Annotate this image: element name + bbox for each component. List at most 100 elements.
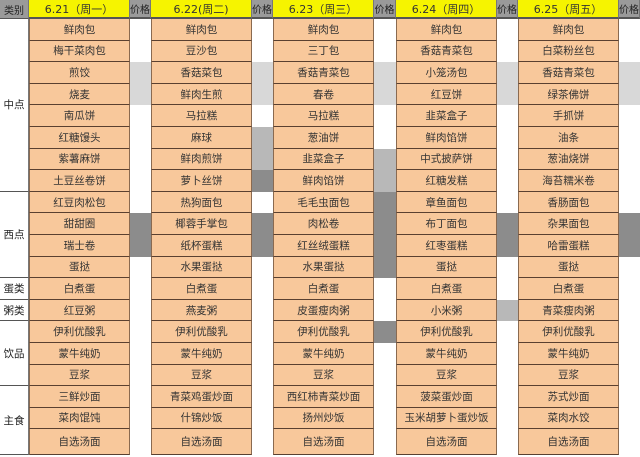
price-cell — [130, 126, 151, 149]
price-cell — [497, 364, 518, 387]
price-cell — [497, 386, 518, 408]
price-cell — [374, 62, 396, 84]
menu-item: 自选汤面 — [518, 429, 619, 456]
price-cell — [130, 386, 151, 408]
price-cell — [130, 40, 151, 63]
menu-item: 西红柿青菜炒面 — [273, 386, 374, 408]
menu-item: 豆浆 — [396, 364, 497, 387]
menu-item: 扬州炒饭 — [273, 407, 374, 430]
menu-item: 椰蓉手掌包 — [151, 213, 252, 235]
menu-item: 烧麦 — [29, 83, 130, 106]
menu-item: 白煮蛋 — [29, 278, 130, 300]
menu-item: 马拉糕 — [151, 105, 252, 127]
menu-item: 鲜肉包 — [396, 19, 497, 41]
day-header: 6.24（周四） — [396, 0, 497, 19]
price-cell — [497, 105, 518, 127]
menu-item: 伊利优酸乳 — [518, 321, 619, 343]
menu-item: 绿茶佛饼 — [518, 83, 619, 106]
menu-item: 蒙牛纯奶 — [518, 342, 619, 365]
price-cell — [252, 234, 273, 257]
price-cell — [497, 321, 518, 343]
price-header: 价格 — [374, 0, 396, 19]
price-cell — [130, 364, 151, 387]
category-label: 粥类 — [0, 299, 29, 322]
category-label: 蛋类 — [0, 278, 29, 300]
price-cell — [619, 256, 640, 279]
category-label: 饮品 — [0, 321, 29, 387]
price-cell — [619, 40, 640, 63]
menu-item: 手抓饼 — [518, 105, 619, 127]
price-cell — [130, 213, 151, 235]
price-cell — [374, 105, 396, 127]
price-cell — [619, 62, 640, 84]
menu-item: 蛋挞 — [518, 256, 619, 279]
menu-item: 哈雷蛋糕 — [518, 234, 619, 257]
menu-item: 甜甜圈 — [29, 213, 130, 235]
menu-item: 红糖发糕 — [396, 170, 497, 192]
menu-item: 鲜肉包 — [518, 19, 619, 41]
menu-item: 青菜瘦肉粥 — [518, 299, 619, 322]
price-cell — [374, 83, 396, 106]
menu-item: 皮蛋瘦肉粥 — [273, 299, 374, 322]
price-cell — [374, 170, 396, 192]
price-cell — [497, 19, 518, 41]
price-cell — [130, 148, 151, 171]
menu-item: 苏式炒面 — [518, 386, 619, 408]
menu-item: 布丁面包 — [396, 213, 497, 235]
menu-item: 蒙牛纯奶 — [396, 342, 497, 365]
price-cell — [130, 278, 151, 300]
menu-item: 韭菜盒子 — [273, 148, 374, 171]
price-cell — [130, 234, 151, 257]
menu-item: 白煮蛋 — [151, 278, 252, 300]
menu-item: 章鱼面包 — [396, 191, 497, 214]
price-cell — [374, 321, 396, 343]
menu-item: 香菇菜包 — [151, 62, 252, 84]
price-cell — [619, 105, 640, 127]
price-cell — [619, 191, 640, 214]
menu-item: 豆浆 — [151, 364, 252, 387]
price-cell — [252, 191, 273, 214]
price-header: 价格 — [619, 0, 640, 19]
price-cell — [252, 321, 273, 343]
price-cell — [497, 40, 518, 63]
price-cell — [619, 83, 640, 106]
price-cell — [374, 19, 396, 41]
price-cell — [497, 342, 518, 365]
price-cell — [252, 407, 273, 430]
price-cell — [619, 299, 640, 322]
price-cell — [619, 386, 640, 408]
menu-item: 燕麦粥 — [151, 299, 252, 322]
price-cell — [497, 170, 518, 192]
price-cell — [374, 126, 396, 149]
price-cell — [130, 105, 151, 127]
menu-item: 中式披萨饼 — [396, 148, 497, 171]
price-cell — [497, 213, 518, 235]
price-cell — [497, 234, 518, 257]
price-cell — [497, 256, 518, 279]
price-header: 价格 — [130, 0, 151, 19]
menu-item: 鲜肉煎饼 — [151, 148, 252, 171]
price-cell — [130, 299, 151, 322]
menu-item: 毛毛虫面包 — [273, 191, 374, 214]
menu-item: 春卷 — [273, 83, 374, 106]
menu-item: 红豆肉松包 — [29, 191, 130, 214]
menu-item: 自选汤面 — [151, 429, 252, 456]
price-cell — [130, 83, 151, 106]
price-cell — [252, 429, 273, 456]
menu-item: 小笼汤包 — [396, 62, 497, 84]
price-cell — [619, 19, 640, 41]
menu-item: 红糖馒头 — [29, 126, 130, 149]
menu-item: 什锦炒饭 — [151, 407, 252, 430]
price-cell — [497, 278, 518, 300]
menu-item: 白煮蛋 — [273, 278, 374, 300]
menu-item: 豆浆 — [29, 364, 130, 387]
day-header: 6.21（周一） — [29, 0, 130, 19]
price-cell — [252, 19, 273, 41]
price-cell — [130, 256, 151, 279]
price-cell — [374, 364, 396, 387]
price-cell — [252, 386, 273, 408]
menu-item: 南瓜饼 — [29, 105, 130, 127]
price-cell — [374, 278, 396, 300]
price-cell — [374, 429, 396, 456]
